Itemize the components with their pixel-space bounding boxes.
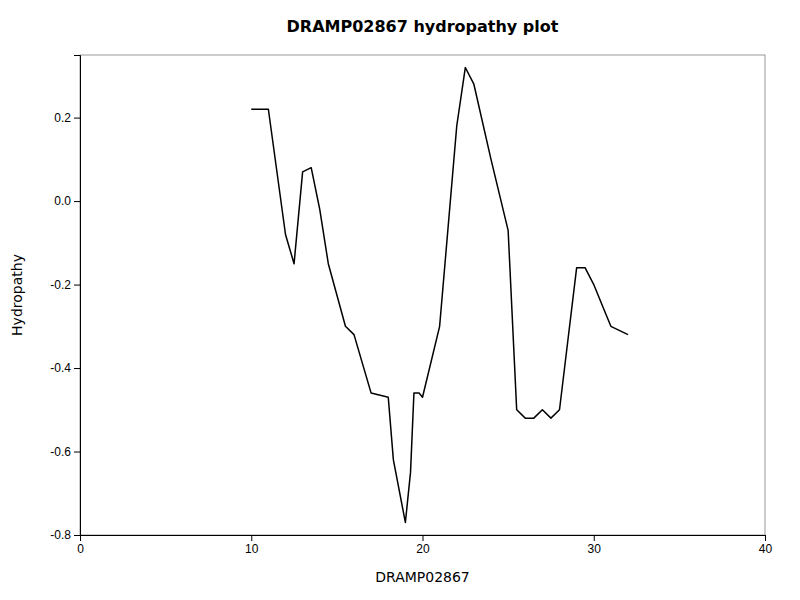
y-tick: -0.8: [50, 528, 80, 542]
y-tick-label: -0.6: [50, 445, 71, 459]
x-tick-label: 20: [416, 542, 430, 556]
x-axis-title: DRAMP02867: [375, 569, 470, 585]
y-tick-mark: [74, 201, 80, 202]
x-tick: 0: [77, 535, 84, 556]
line: [251, 68, 628, 523]
y-tick-mark: [74, 368, 80, 369]
y-tick-mark: [74, 285, 80, 286]
x-tick: 40: [759, 535, 773, 556]
y-tick-label: 0.0: [54, 194, 71, 208]
x-tick-mark: [594, 535, 595, 541]
x-tick-mark: [423, 535, 424, 541]
marks: [251, 68, 628, 523]
y-tick: -0.2: [50, 278, 80, 292]
x-tick: 10: [245, 535, 259, 556]
y-tick: 0.0: [54, 194, 80, 208]
y-tick-mark: [74, 535, 80, 536]
y-axis: -0.8 -0.6 -0.4 -0.2 0.0 0.2: [50, 56, 80, 543]
y-tick-label: -0.4: [50, 361, 71, 375]
x-tick-label: 40: [759, 542, 773, 556]
x-tick-mark: [251, 535, 252, 541]
x-tick-label: 10: [245, 542, 259, 556]
y-tick: -0.4: [50, 361, 80, 375]
x-axis-line: [81, 536, 766, 542]
title: DRAMP02867 hydropathy plot: [287, 17, 559, 36]
y-tick-label: 0.2: [54, 111, 71, 125]
y-tick-mark: [74, 118, 80, 119]
y-tick: 0.2: [54, 111, 80, 125]
x-tick: 30: [588, 535, 602, 556]
x-axis: 0 10 20 30 40: [77, 535, 772, 556]
x-tick: 20: [416, 535, 430, 556]
x-tick-mark: [765, 535, 766, 541]
x-tick-label: 0: [77, 542, 84, 556]
y-axis-line: [74, 56, 81, 536]
y-tick-mark: [74, 452, 80, 453]
plot-area: 0 10 20 30 40 -0.8 -0.6 -0.4 -0.2 0.0 0.2: [50, 55, 772, 556]
x-tick-label: 30: [588, 542, 602, 556]
y-tick-label: -0.8: [50, 528, 71, 542]
chart: 0 10 20 30 40 -0.8 -0.6 -0.4 -0.2 0.0 0.2 DRAMP0286…: [0, 0, 800, 600]
y-tick-label: -0.2: [50, 278, 71, 292]
plot-frame: [80, 55, 765, 535]
y-tick: -0.6: [50, 445, 80, 459]
y-axis-title: Hydropathy: [9, 254, 25, 336]
